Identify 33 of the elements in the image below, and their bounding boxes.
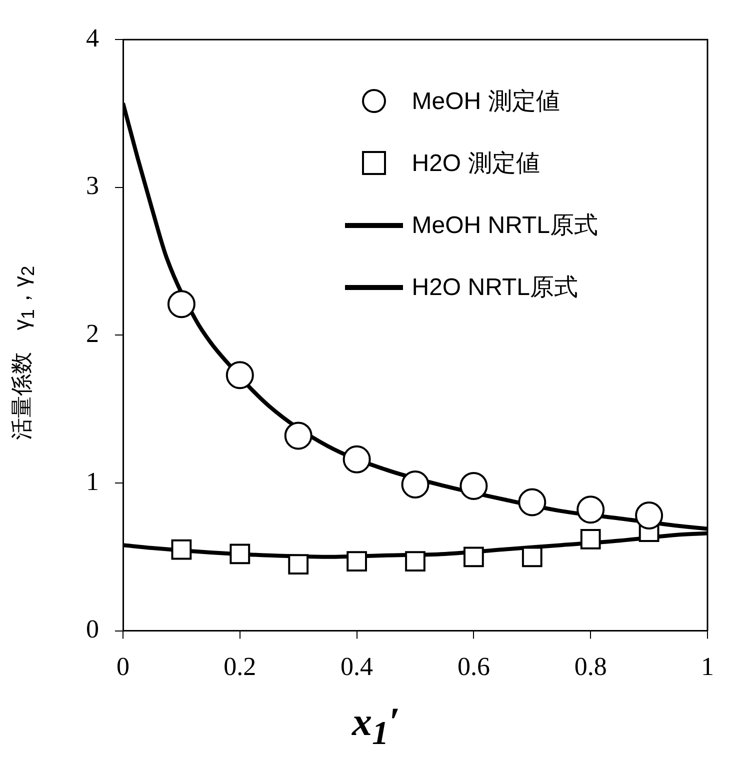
y-tick-label: 4 [86, 23, 99, 52]
point [580, 528, 601, 550]
x-tick-label: 1 [701, 652, 714, 682]
point [342, 445, 371, 474]
point [518, 488, 546, 516]
y-tick-label: 3 [86, 171, 99, 200]
x-axis-title: x$_{1}$′ [350, 698, 401, 753]
y-tick-label: 0 [86, 614, 99, 644]
point [284, 422, 312, 450]
legend-label: H2O 測定値 [412, 149, 540, 179]
x-tick-label: 0 [116, 652, 130, 682]
point [401, 470, 430, 498]
point [460, 472, 488, 500]
point [171, 539, 192, 560]
point [230, 544, 250, 564]
x-tick-label: 0.4 [340, 652, 374, 682]
point [288, 554, 309, 574]
point [522, 546, 542, 568]
point [576, 496, 605, 524]
legend-label: MeOH 測定値 [412, 87, 560, 117]
point [464, 546, 484, 568]
legend-label: H2O NRTL原式 [412, 273, 578, 303]
point [346, 551, 367, 572]
x-tick-label: 0.6 [457, 652, 490, 682]
point [167, 290, 196, 318]
point [405, 551, 426, 572]
y-tick-label: 1 [86, 466, 99, 496]
point [635, 502, 664, 530]
y-tick-label: 2 [86, 319, 99, 348]
point [226, 361, 254, 390]
legend-label: MeOH NRTL原式 [412, 211, 598, 241]
x-tick-label: 0.2 [224, 652, 256, 682]
x-tick-label: 0.8 [574, 652, 607, 682]
